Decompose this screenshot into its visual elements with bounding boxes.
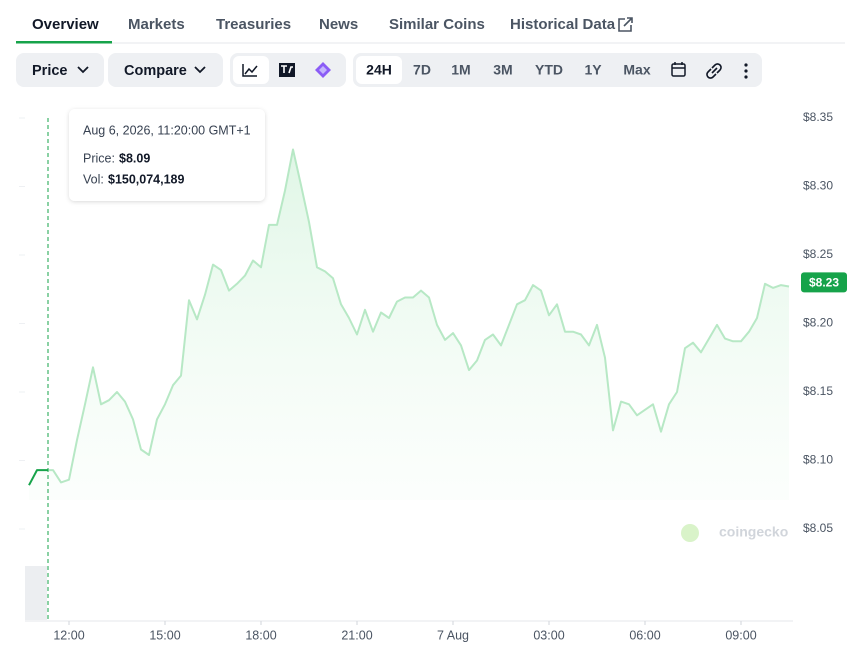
y-tick-label: $8.10 [803, 453, 833, 467]
range-button[interactable]: 1Y [584, 62, 602, 78]
x-tick-label: 15:00 [149, 628, 180, 642]
range-button[interactable]: 1M [451, 62, 470, 78]
tab[interactable]: Treasuries [216, 16, 291, 33]
toolbar: Price Compare 24H 7D 1M 3M YTD 1Y Max [16, 53, 762, 87]
y-tick-label: $8.15 [803, 384, 833, 398]
y-tick-label: $8.25 [803, 247, 833, 261]
price-line [28, 148, 790, 486]
price-area [29, 149, 789, 500]
tabs: Overview Markets Treasuries News Similar… [16, 16, 845, 44]
last-price-label: $8.23 [809, 276, 839, 290]
y-tick-label: $8.35 [803, 110, 833, 124]
last-price-badge [801, 272, 847, 293]
tab[interactable]: Historical Data [510, 16, 616, 33]
x-tick-label: 12:00 [53, 628, 84, 642]
price-button-label: Price [32, 63, 67, 79]
range-button[interactable]: 7D [413, 62, 431, 78]
range-button[interactable]: YTD [535, 62, 563, 78]
chevron [77, 66, 89, 74]
watermark-logo [681, 524, 699, 542]
link-icon[interactable] [706, 63, 722, 79]
tooltip: Aug 6, 2026, 11:20:00 GMT+1 Price: $8.09… [69, 109, 265, 201]
tradingview-glyph [281, 65, 293, 74]
range-group [353, 53, 762, 87]
tooltip-vol-label: Vol: [83, 172, 104, 186]
tab[interactable]: Markets [128, 16, 185, 33]
x-tick-label: 18:00 [245, 628, 276, 642]
x-tick-label: 7 Aug [437, 628, 469, 642]
more-icon[interactable] [744, 63, 748, 79]
x-tick-label: 06:00 [629, 628, 660, 642]
tooltip-price-label: Price: [83, 151, 115, 165]
tab[interactable]: Overview [32, 16, 99, 33]
tab[interactable]: News [319, 16, 358, 33]
y-tick-label: $8.20 [803, 316, 833, 330]
external-link-icon [618, 17, 633, 32]
x-tick-label: 21:00 [341, 628, 372, 642]
watermark: coingecko [719, 524, 788, 540]
tooltip-price: $8.09 [119, 151, 150, 165]
volume-area [25, 566, 47, 620]
diamond-inner [319, 66, 327, 74]
price-button[interactable] [16, 53, 104, 87]
y-tick-label: $8.30 [803, 179, 833, 193]
active-tab-underline [16, 41, 112, 44]
tab[interactable]: Similar Coins [389, 16, 485, 33]
tooltip-box [69, 109, 265, 201]
line-icon [242, 64, 258, 77]
tradingview-icon[interactable] [279, 63, 295, 77]
range-button[interactable]: Max [623, 62, 650, 78]
compare-button[interactable] [108, 53, 223, 87]
x-tick-label: 09:00 [725, 628, 756, 642]
calendar-icon[interactable] [671, 62, 686, 77]
chevron [194, 66, 206, 74]
x-tick-label: 03:00 [533, 628, 564, 642]
range-button[interactable]: 24H [366, 62, 392, 78]
active-range [356, 56, 402, 84]
tooltip-vol: $150,074,189 [108, 172, 185, 186]
tooltip-date: Aug 6, 2026, 11:20:00 GMT+1 [83, 123, 251, 137]
plot [19, 117, 790, 625]
range-button[interactable]: 3M [493, 62, 512, 78]
compare-button-label: Compare [124, 63, 187, 79]
y-tick-label: $8.05 [803, 521, 833, 535]
